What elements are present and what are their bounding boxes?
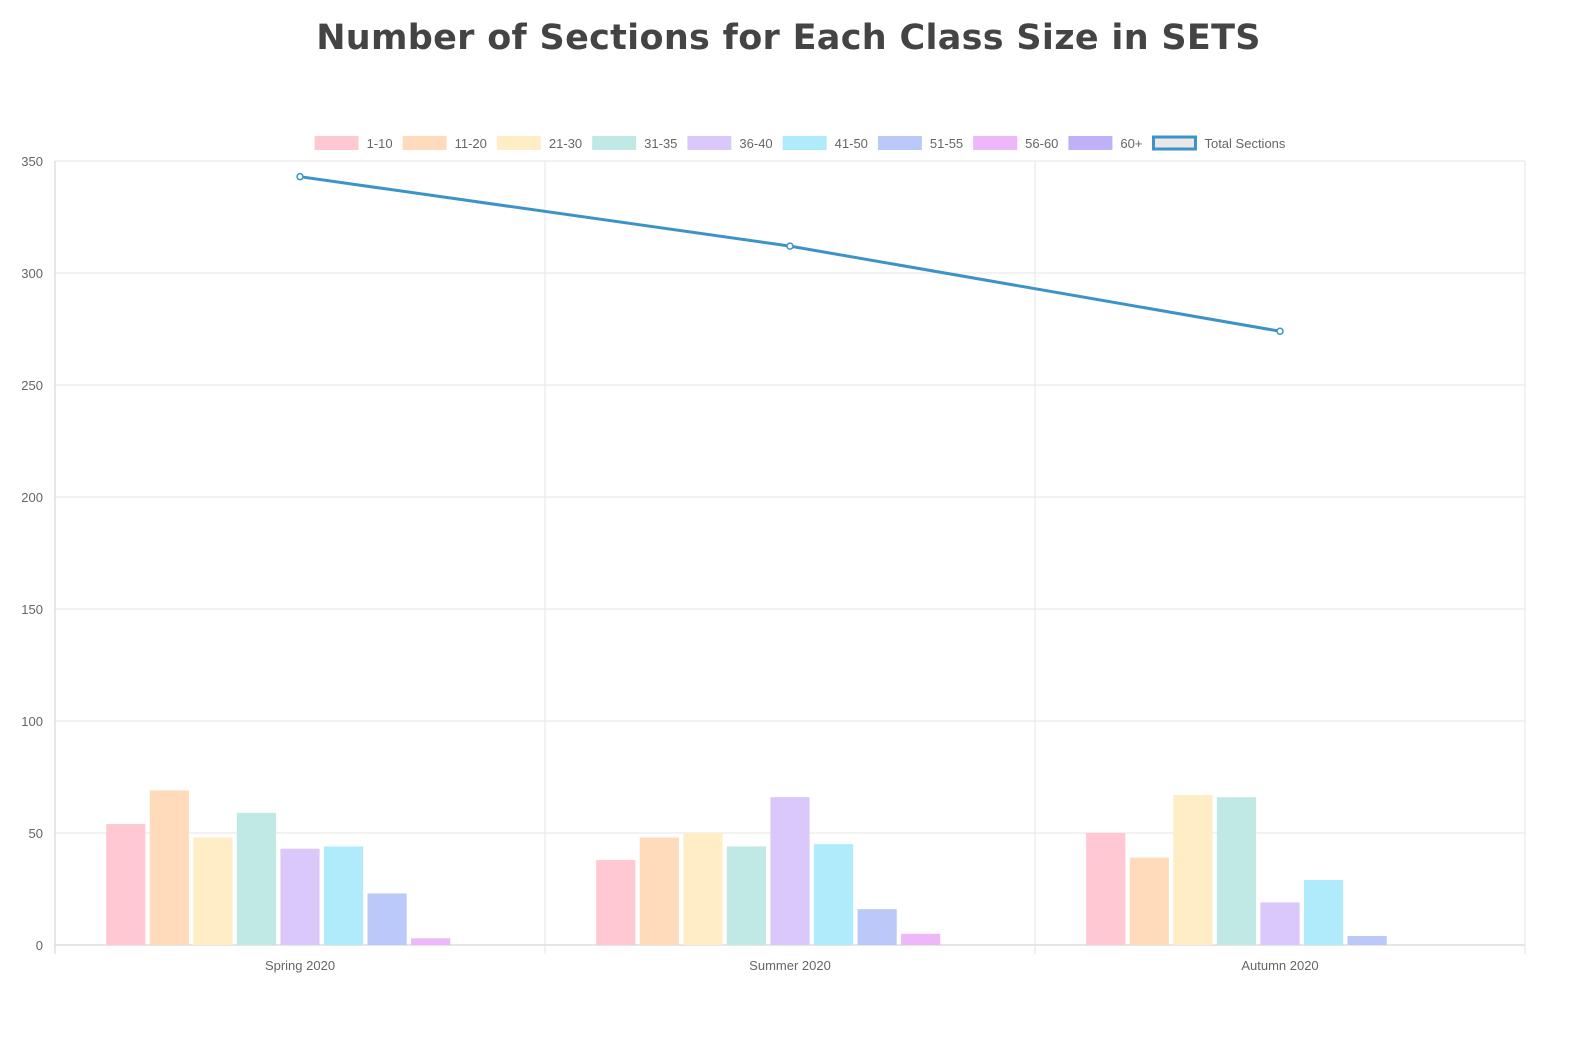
bar-36-40-Autumn 2020: [1260, 902, 1300, 945]
bar-41-50-Autumn 2020: [1303, 880, 1344, 945]
y-tick-label: 300: [21, 266, 43, 281]
legend-label-36-40: 36-40: [739, 136, 772, 151]
point-Total Sections-Autumn 2020: [1276, 327, 1284, 335]
bar-21-30-Spring 2020: [193, 837, 233, 945]
legend-label-31-35: 31-35: [644, 136, 677, 151]
y-tick-label: 150: [21, 602, 43, 617]
line-Total Sections: [299, 175, 1281, 333]
chart-title: Number of Sections for Each Class Size i…: [316, 18, 1261, 58]
bar-51-55-Autumn 2020: [1347, 936, 1387, 945]
bar-11-20-Autumn 2020: [1129, 857, 1169, 945]
y-tick-label: 250: [21, 378, 43, 393]
bar-21-30-Autumn 2020: [1173, 794, 1213, 945]
legend-swatch-31-35: [592, 136, 637, 150]
point-Total Sections-Spring 2020: [296, 172, 304, 181]
legend-label-1-10: 1-10: [367, 136, 393, 151]
legend-label-51-55: 51-55: [930, 136, 963, 151]
legend-label-56-60: 56-60: [1025, 136, 1058, 151]
bar-56-60-Spring 2020: [411, 938, 451, 945]
bar-51-55-Spring 2020: [367, 893, 407, 945]
bar-36-40-Summer 2020: [770, 797, 810, 945]
bar-31-35-Autumn 2020: [1216, 797, 1257, 945]
bar-41-50-Summer 2020: [813, 844, 854, 945]
legend-swatch-Total Sections: [1151, 135, 1197, 151]
legend-swatch-11-20: [402, 136, 447, 150]
y-tick-label: 0: [36, 938, 43, 953]
bar-11-20-Spring 2020: [149, 790, 189, 945]
legend-swatch-36-40: [687, 136, 732, 150]
legend-swatch-41-50: [782, 136, 827, 150]
bar-36-40-Spring 2020: [280, 848, 320, 945]
bars: [106, 790, 1387, 945]
legend-swatch-51-55: [877, 136, 922, 150]
legend-label-11-20: 11-20: [455, 136, 487, 151]
x-tick-label: Summer 2020: [749, 958, 831, 973]
point-Total Sections-Summer 2020: [786, 242, 794, 250]
y-tick-label: 100: [21, 714, 43, 729]
axes: 0 50 100 150 200 250 300 350 Spring 2020 Summer 2…: [21, 154, 1318, 973]
legend-label-41-50: 41-50: [835, 136, 868, 151]
legend-label-Total Sections: Total Sections: [1204, 136, 1285, 151]
x-tick-label: Spring 2020: [265, 958, 335, 973]
legend-swatch-56-60: [973, 136, 1018, 150]
bar-21-30-Summer 2020: [683, 833, 723, 945]
bar-41-50-Spring 2020: [323, 846, 364, 945]
legend[interactable]: 1-10 11-20 21-30 31-35 36-40 41-50 51-55 56-60 6…: [314, 135, 1286, 151]
legend-label-21-30: 21-30: [549, 136, 582, 151]
legend-swatch-1-10: [314, 136, 359, 150]
bar-51-55-Summer 2020: [857, 909, 897, 945]
bar-1-10-Autumn 2020: [1086, 833, 1126, 945]
bar-1-10-Summer 2020: [596, 859, 636, 945]
x-tick-label: Autumn 2020: [1241, 958, 1318, 973]
legend-swatch-60+: [1068, 136, 1113, 150]
bar-31-35-Summer 2020: [726, 846, 767, 945]
legend-swatch-21-30: [496, 136, 541, 150]
legend-label-60+: 60+: [1120, 136, 1142, 151]
y-tick-label: 200: [21, 490, 43, 505]
bar-1-10-Spring 2020: [106, 824, 146, 945]
bar-56-60-Summer 2020: [901, 933, 941, 945]
bar-11-20-Summer 2020: [639, 837, 679, 945]
bar-31-35-Spring 2020: [236, 812, 277, 945]
y-tick-label: 50: [29, 826, 43, 841]
y-tick-label: 350: [21, 154, 43, 169]
total-line: [296, 172, 1284, 335]
